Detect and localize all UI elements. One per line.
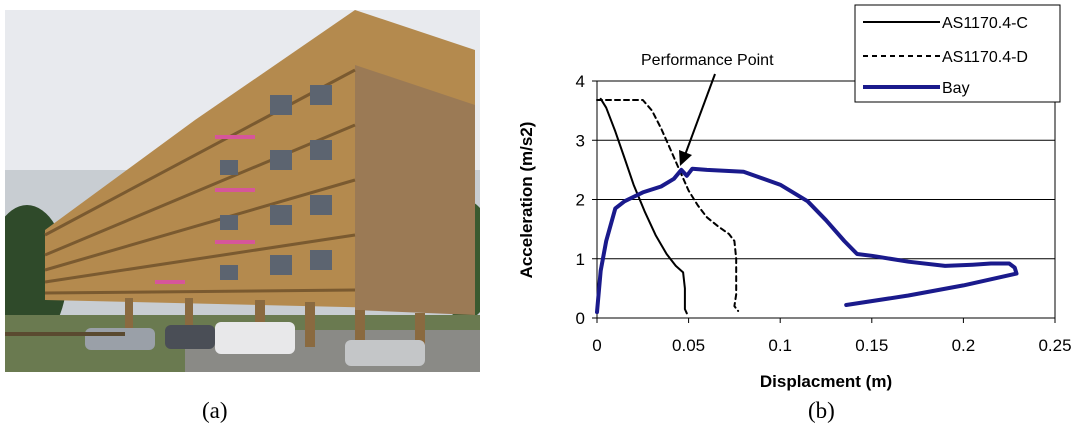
legend-label-bay: Bay [942, 80, 970, 97]
caption-b: (b) [808, 398, 835, 423]
legend-label-c: AS1170.4-C [942, 15, 1028, 32]
legend-label-d: AS1170.4-D [942, 49, 1028, 66]
chart: 0 1 2 3 4 0 0.05 0.1 0.15 0.2 0.25 Displacment (m)… [517, 4, 1072, 391]
gridlines [597, 139, 1055, 260]
x-axis-label: Displacment (m) [760, 372, 892, 391]
caption-a: (a) [202, 398, 228, 423]
y-tick-label: 2 [576, 191, 585, 210]
x-tick-label: 0.15 [855, 336, 888, 355]
building-photo [5, 10, 480, 372]
series-lines [595, 97, 1019, 315]
legend: AS1170.4-C AS1170.4-D Bay [854, 4, 1061, 103]
y-axis-label: Acceleration (m/s2) [517, 122, 536, 279]
y-tick-label: 4 [576, 72, 585, 91]
y-tick-label: 0 [576, 309, 585, 328]
x-tick-label: 0.25 [1038, 336, 1071, 355]
x-tick-label: 0 [592, 336, 601, 355]
y-tick-label: 3 [576, 131, 585, 150]
tick-labels: 0 1 2 3 4 0 0.05 0.1 0.15 0.2 0.25 [576, 72, 1072, 355]
series-line-bay [595, 166, 1019, 315]
series-line-as1170-4-c [599, 97, 688, 315]
annotation-label: Performance Point [641, 52, 774, 69]
x-tick-label: 0.05 [672, 336, 705, 355]
series-line-as1170-4-d [596, 99, 740, 312]
annotation-arrowhead [679, 150, 692, 166]
y-tick-label: 1 [576, 250, 585, 269]
x-tick-label: 0.2 [952, 336, 976, 355]
x-tick-label: 0.1 [768, 336, 792, 355]
annotation-arrow [684, 73, 716, 156]
